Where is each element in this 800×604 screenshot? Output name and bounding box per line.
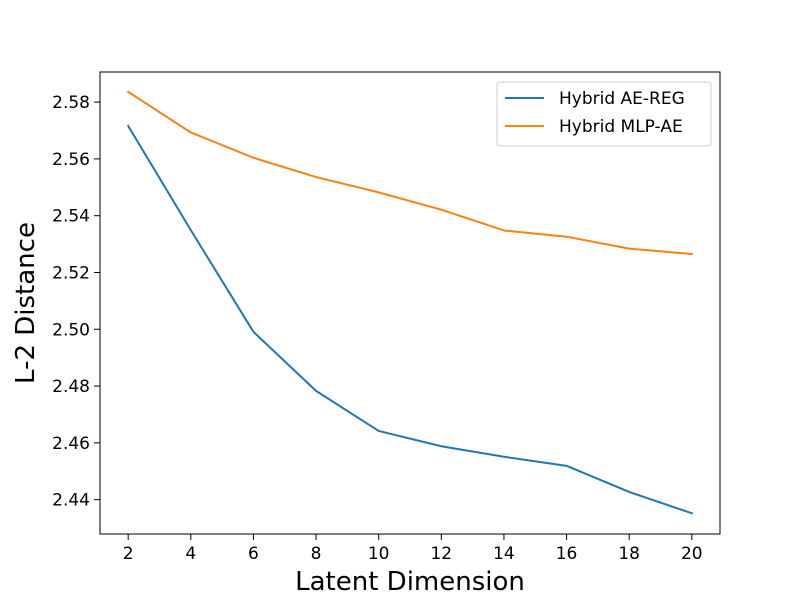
legend-frame	[496, 81, 712, 147]
x-tick-label: 12	[430, 544, 452, 564]
x-axis-ticks: 2 4 6 8 10 12 14 16 18 20	[123, 534, 703, 564]
y-tick-label: 2.44	[52, 491, 90, 511]
y-axis-ticks: 2.44 2.46 2.48 2.50 2.52 2.54 2.56 2.58	[52, 93, 100, 511]
y-tick-label: 2.58	[52, 93, 90, 113]
y-tick-label: 2.48	[52, 377, 90, 397]
plot-frame	[99, 71, 721, 535]
x-tick-label: 4	[185, 544, 196, 564]
x-tick-label: 6	[248, 544, 259, 564]
x-tick-label: 16	[556, 544, 578, 564]
series-layer	[126, 90, 694, 515]
y-tick-label: 2.54	[52, 207, 90, 227]
legend-label-1: Hybrid AE-REG	[559, 89, 685, 109]
y-tick-label: 2.56	[52, 150, 90, 170]
x-tick-label: 2	[123, 544, 134, 564]
y-axis-label: L-2 Distance	[11, 222, 41, 384]
series-line-2	[126, 90, 693, 256]
x-tick-label: 8	[311, 544, 322, 564]
y-tick-label: 2.46	[52, 434, 90, 454]
series-line-1	[126, 124, 694, 515]
y-tick-label: 2.50	[52, 320, 90, 340]
x-tick-label: 14	[493, 544, 515, 564]
x-tick-label: 10	[368, 544, 390, 564]
x-axis-label: Latent Dimension	[295, 567, 525, 597]
legend: Hybrid AE-REG Hybrid MLP-AE	[496, 81, 712, 147]
x-tick-label: 20	[681, 544, 703, 564]
y-tick-label: 2.52	[52, 263, 90, 283]
legend-label-2: Hybrid MLP-AE	[559, 117, 683, 137]
x-tick-label: 18	[618, 544, 640, 564]
